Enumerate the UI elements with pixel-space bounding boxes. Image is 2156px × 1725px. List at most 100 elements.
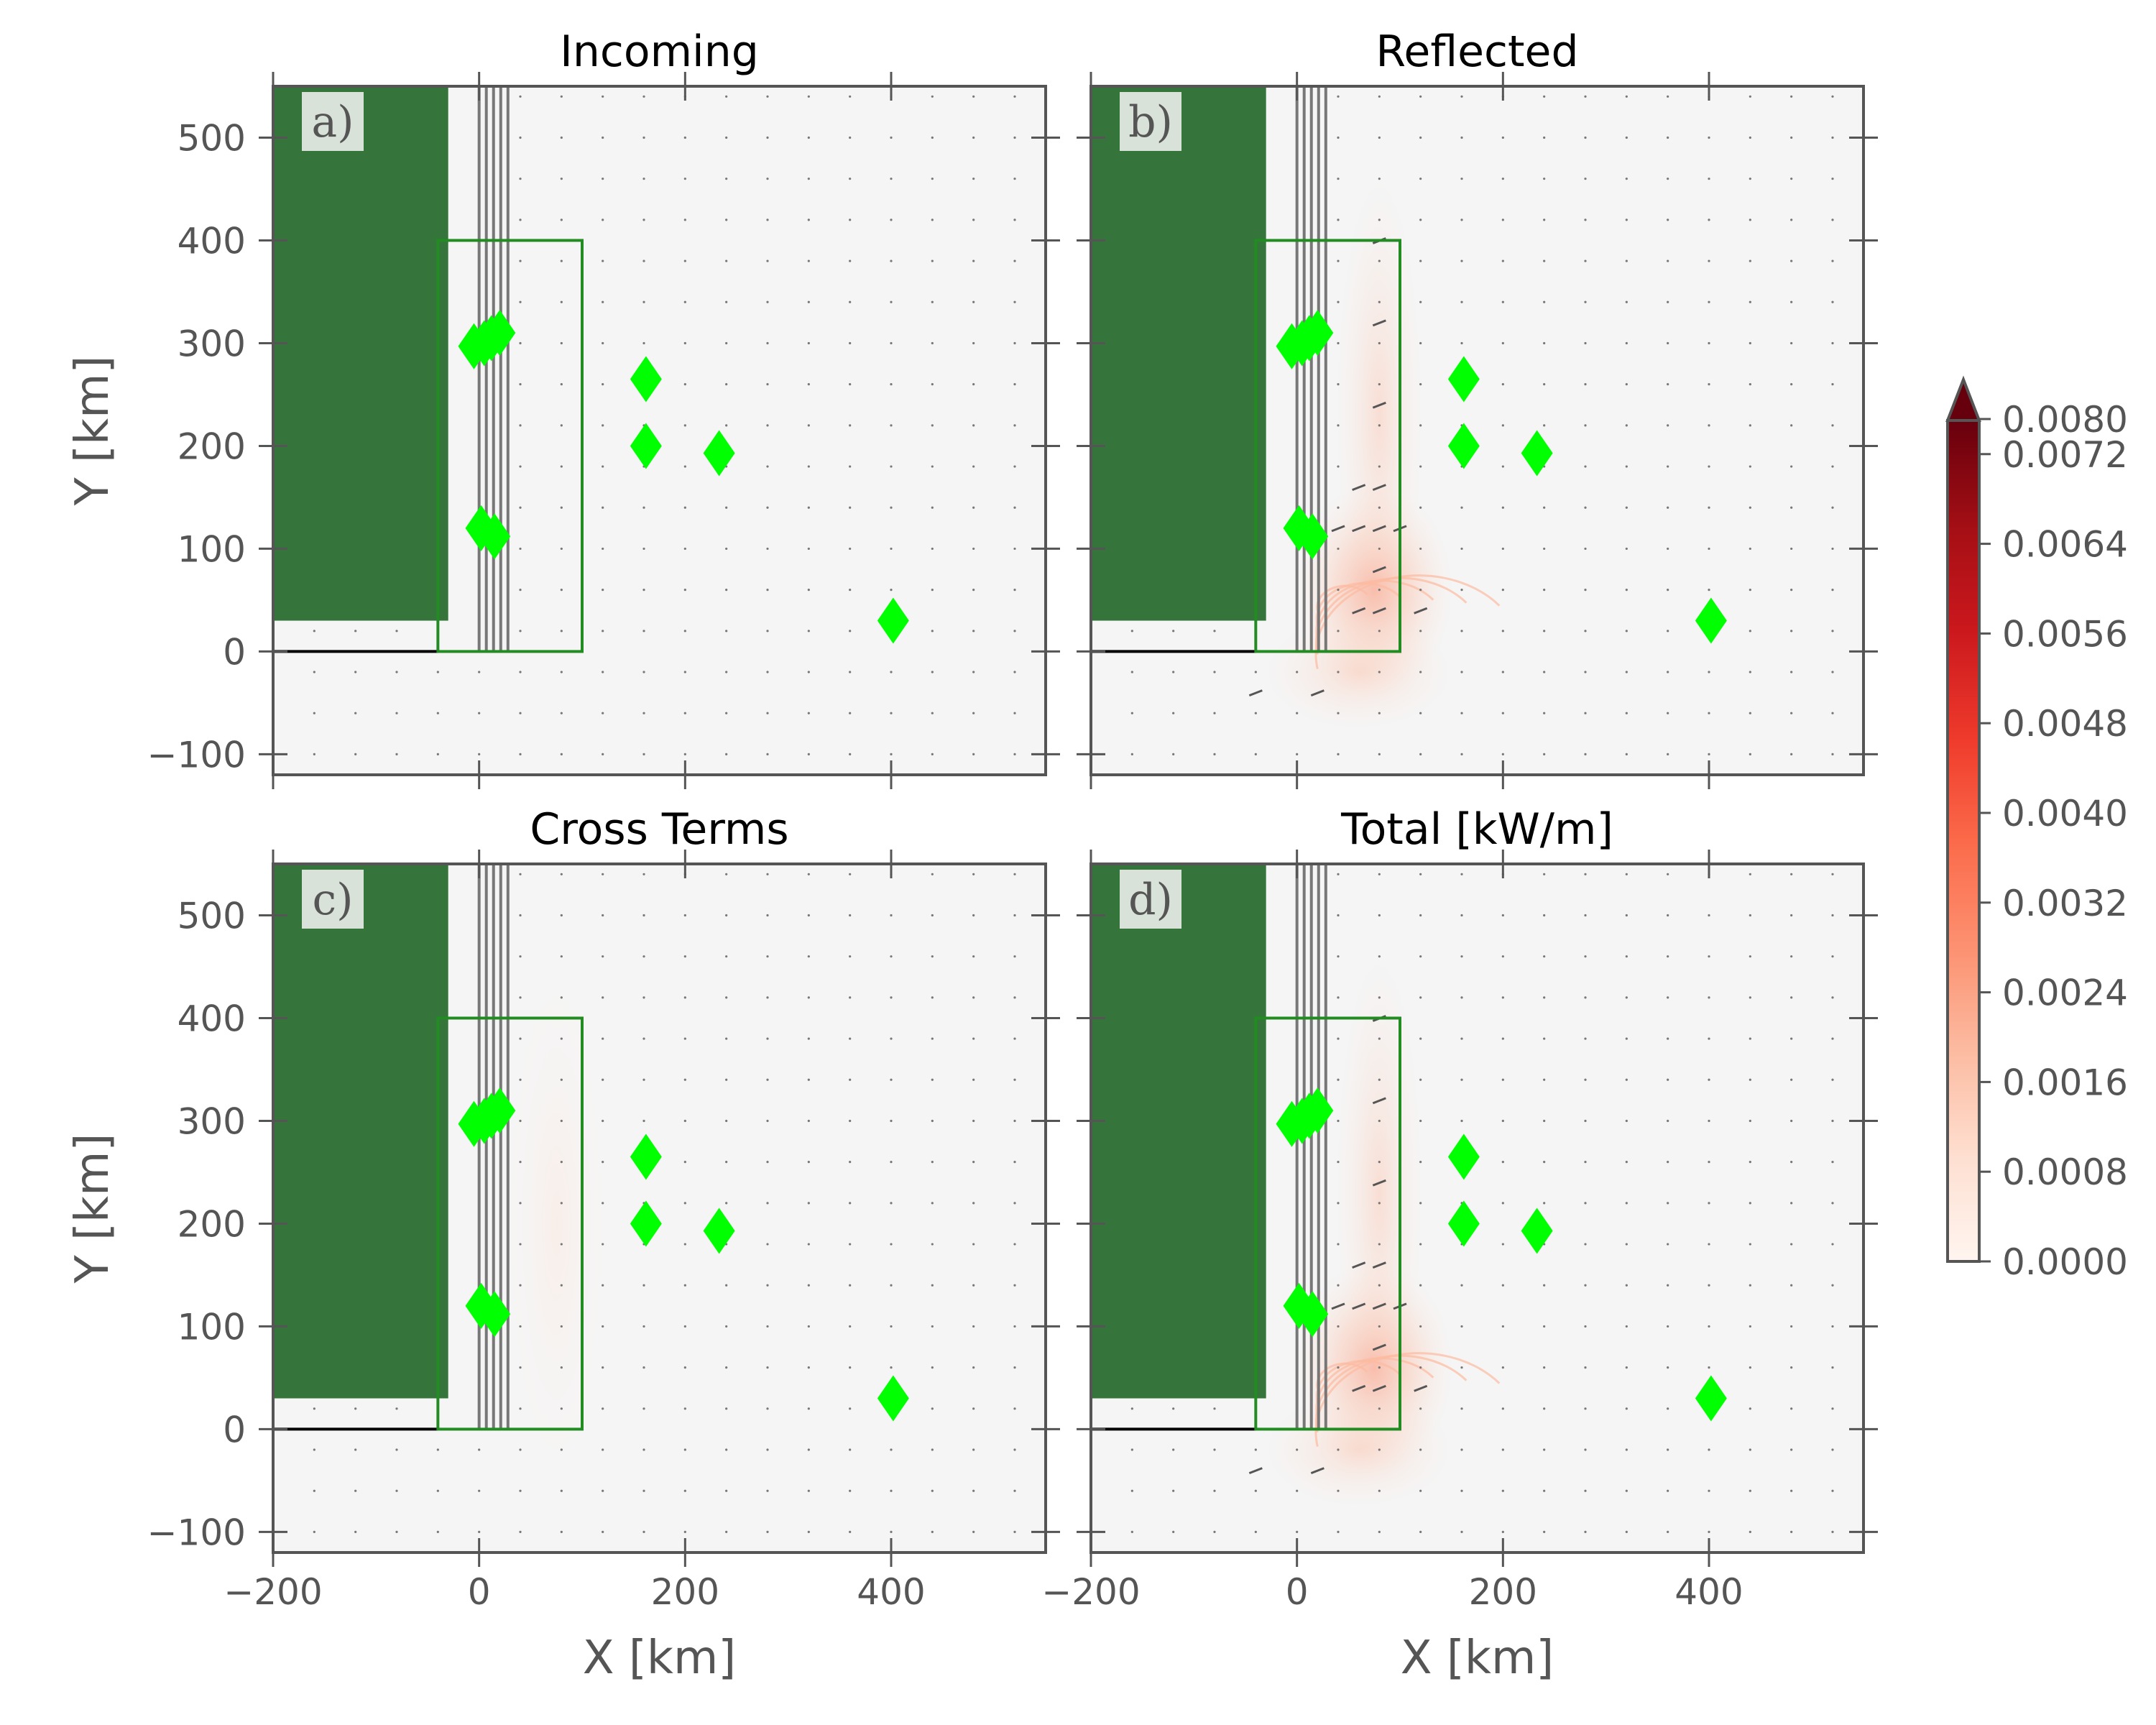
- quiver-dot: [642, 1037, 645, 1040]
- panel-title: Reflected: [1376, 27, 1578, 77]
- quiver-dot: [1749, 873, 1751, 875]
- quiver-dot: [849, 1407, 852, 1410]
- quiver-dot: [890, 1037, 893, 1040]
- quiver-dot: [519, 465, 522, 468]
- quiver-dot: [725, 341, 728, 345]
- quiver-dot: [1337, 1243, 1340, 1246]
- x-tick-label: 200: [1469, 1571, 1537, 1613]
- quiver-arrow: [1372, 525, 1386, 533]
- quiver-dot: [560, 589, 563, 592]
- quiver-dot: [1831, 1037, 1834, 1040]
- land-mass: [1091, 864, 1266, 1399]
- quiver-dot: [1749, 1366, 1751, 1369]
- quiver-dot: [1790, 1161, 1793, 1164]
- quiver-dot: [972, 589, 975, 592]
- quiver-arrow: [1372, 566, 1386, 574]
- quiver-dot: [1460, 630, 1463, 632]
- quiver-dot: [1667, 955, 1669, 958]
- panel-label-box: [1120, 870, 1181, 929]
- quiver-dot: [1749, 753, 1751, 756]
- quiver-arrow: [1352, 1261, 1366, 1269]
- quiver-dot: [1790, 630, 1793, 632]
- quiver-dot: [1749, 996, 1751, 999]
- quiver-dot: [807, 95, 810, 98]
- quiver-dot: [519, 1325, 522, 1328]
- quiver-dot: [602, 1448, 604, 1451]
- quiver-dot: [807, 547, 810, 551]
- quiver-dot: [807, 300, 810, 303]
- quiver-dot: [1419, 383, 1422, 386]
- quiver-dot: [1831, 1489, 1834, 1492]
- quiver-dot: [807, 1119, 810, 1123]
- quiver-dot: [1584, 753, 1587, 756]
- quiver-dot: [602, 1366, 604, 1369]
- quiver-dot: [1378, 95, 1381, 98]
- quiver-dot: [1013, 95, 1016, 98]
- quiver-dot: [1584, 136, 1587, 139]
- quiver-dot: [1419, 506, 1422, 509]
- quiver-dot: [1584, 873, 1587, 875]
- quiver-dot: [683, 955, 686, 958]
- quiver-dot: [1625, 1243, 1628, 1246]
- quiver-arrow: [1352, 484, 1366, 492]
- quiver-dot: [1419, 1325, 1422, 1328]
- quiver-dot: [1378, 547, 1381, 551]
- quiver-dot: [519, 341, 522, 345]
- quiver-dot: [1790, 424, 1793, 427]
- quiver-dot: [1584, 712, 1587, 714]
- quiver-dot: [519, 1366, 522, 1369]
- quiver-dot: [1378, 1325, 1381, 1328]
- quiver-dot: [1378, 753, 1381, 756]
- quiver-dot: [1831, 1530, 1834, 1534]
- quiver-dot: [972, 259, 975, 262]
- quiver-dot: [725, 1161, 728, 1164]
- quiver-dot: [1337, 1161, 1340, 1164]
- y-tick-label: 400: [178, 220, 246, 262]
- quiver-dot: [1584, 547, 1587, 551]
- quiver-dot: [1625, 178, 1628, 180]
- quiver-arrow: [1372, 1261, 1386, 1269]
- quiver-dot: [1460, 95, 1463, 98]
- y-tick-label: 300: [178, 1100, 246, 1142]
- quiver-dot: [1501, 1078, 1504, 1081]
- quiver-dot: [1460, 341, 1463, 345]
- quiver-dot: [1378, 1243, 1381, 1246]
- quiver-dot: [1625, 383, 1628, 386]
- quiver-dot: [1708, 1325, 1710, 1328]
- quiver-dot: [1584, 465, 1587, 468]
- quiver-dot: [1584, 383, 1587, 386]
- quiver-dot: [683, 630, 686, 632]
- quiver-dot: [807, 1243, 810, 1246]
- quiver-dot: [1831, 1119, 1834, 1123]
- quiver-dot: [972, 914, 975, 917]
- quiver-dot: [1378, 955, 1381, 958]
- quiver-dot: [1749, 1489, 1751, 1492]
- quiver-dot: [354, 1448, 357, 1451]
- quiver-arrow: [1372, 401, 1386, 409]
- quiver-dot: [1213, 671, 1216, 673]
- panel-label-box: [302, 92, 364, 151]
- quiver-dot: [642, 341, 645, 345]
- quiver-dot: [1460, 1407, 1463, 1410]
- quiver-dot: [725, 383, 728, 386]
- quiver-dot: [1013, 1202, 1016, 1205]
- quiver-dot: [1708, 383, 1710, 386]
- quiver-dot: [602, 178, 604, 180]
- quiver-dot: [1584, 1407, 1587, 1410]
- quiver-dot: [972, 218, 975, 221]
- quiver-dot: [890, 1448, 893, 1451]
- quiver-dot: [766, 547, 769, 551]
- quiver-dot: [642, 955, 645, 958]
- quiver-dot: [972, 1243, 975, 1246]
- quiver-dot: [766, 178, 769, 180]
- quiver-dot: [1584, 1448, 1587, 1451]
- quiver-dot: [602, 300, 604, 303]
- quiver-dot: [931, 712, 934, 714]
- quiver-dot: [1013, 1037, 1016, 1040]
- quiver-dot: [807, 218, 810, 221]
- quiver-dot: [972, 1489, 975, 1492]
- quiver-dot: [1543, 341, 1546, 345]
- quiver-dot: [1543, 996, 1546, 999]
- quiver-dot: [1460, 1489, 1463, 1492]
- quiver-dot: [1584, 671, 1587, 673]
